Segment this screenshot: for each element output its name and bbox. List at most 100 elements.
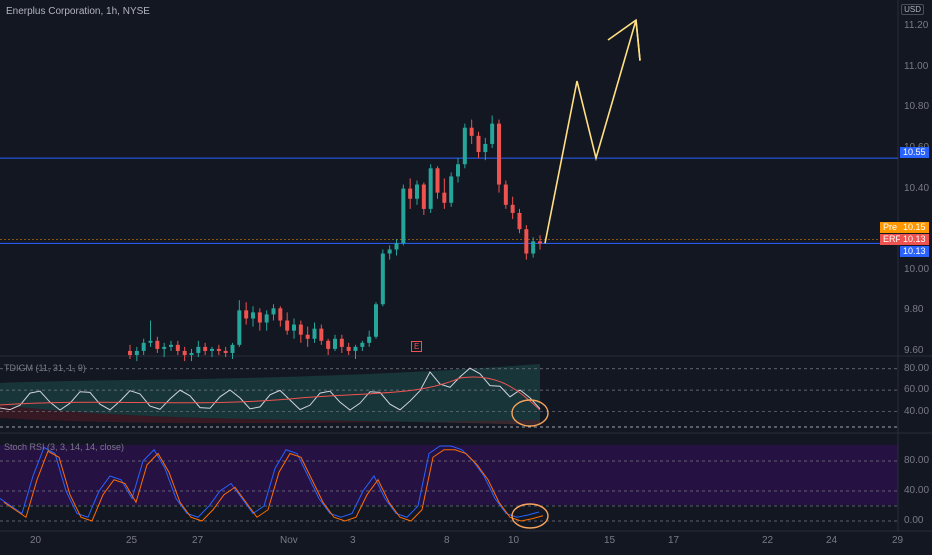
tdi-axis-label: 80.00 xyxy=(904,362,930,374)
candle-body xyxy=(374,304,378,337)
candle-body xyxy=(462,127,467,165)
candle-body xyxy=(216,348,221,351)
earnings-marker: E xyxy=(411,341,423,352)
candle-body xyxy=(531,241,536,254)
candle-body xyxy=(360,342,365,347)
price-tag-label: Pre xyxy=(880,222,901,233)
x-tick-label: 20 xyxy=(30,535,42,546)
projection-arrow xyxy=(544,19,641,244)
candle-body xyxy=(210,348,214,351)
candle-body xyxy=(353,346,358,351)
candle-body xyxy=(292,324,296,331)
price-tick-label: 11.20 xyxy=(904,20,929,32)
x-tick-label: 10 xyxy=(508,535,520,546)
stoch-d-line xyxy=(3,449,544,522)
candle-body xyxy=(524,229,529,254)
x-tick-label: 22 xyxy=(762,535,774,546)
candle-body xyxy=(237,310,242,345)
candle-body xyxy=(421,184,426,209)
candle-body xyxy=(319,328,324,341)
candle-body xyxy=(490,123,495,144)
candle-body xyxy=(175,344,180,351)
candle-body xyxy=(339,338,344,347)
candle-body xyxy=(155,340,160,349)
candle-body xyxy=(394,243,399,250)
price-tick-label: 10.40 xyxy=(904,182,930,194)
candle-body xyxy=(244,310,249,319)
candle-body xyxy=(189,352,194,355)
candle-body xyxy=(278,308,283,321)
price-tick-label: 10.00 xyxy=(904,263,930,275)
chart-title: Enerplus Corporation, 1h, NYSE xyxy=(6,6,150,17)
candle-body xyxy=(510,204,515,213)
tdi-title: TDIGM (11, 31, 1, 9) xyxy=(4,363,86,373)
candle-body xyxy=(203,346,208,351)
candle-body xyxy=(141,342,146,351)
candle-body xyxy=(271,308,276,315)
candle-body xyxy=(182,350,187,355)
candle-body xyxy=(264,314,269,323)
tdi-band-lower xyxy=(0,405,540,425)
x-tick-label: 27 xyxy=(192,535,204,546)
candle-body xyxy=(401,188,406,244)
tdi-price-line xyxy=(0,367,541,411)
projection-arrow-head xyxy=(607,18,641,61)
candle-body xyxy=(503,184,508,205)
candle-body xyxy=(497,123,501,185)
candle-body xyxy=(538,241,542,244)
candle-body xyxy=(380,253,385,305)
candle-body xyxy=(285,320,290,331)
x-tick-label: 3 xyxy=(350,535,356,546)
candle-body xyxy=(469,127,474,136)
price-tick-label: 10.80 xyxy=(904,101,930,113)
x-tick-label: 8 xyxy=(444,535,450,546)
stoch-k-line xyxy=(0,445,540,518)
candle-body xyxy=(312,328,317,339)
candle-body xyxy=(346,346,351,351)
candle-body xyxy=(476,135,481,153)
price-tag-value: 10.15 xyxy=(900,222,929,233)
candle-body xyxy=(169,344,173,347)
candle-body xyxy=(134,350,139,355)
tdi-highlight-circle xyxy=(511,399,549,427)
candle-body xyxy=(456,164,460,177)
x-tick-label: 29 xyxy=(892,535,904,546)
price-tag-label: ERF xyxy=(880,234,904,245)
candle-body xyxy=(483,143,488,153)
x-tick-label: Nov xyxy=(280,535,298,546)
candle-body xyxy=(428,168,433,209)
candle-body xyxy=(162,346,167,349)
price-tag-value: 10.55 xyxy=(900,147,929,158)
stoch-title: Stoch RSI (3, 3, 14, 14, close) xyxy=(4,442,125,452)
price-tag-value: 10.13 xyxy=(900,246,929,257)
candle-body xyxy=(223,350,228,353)
candle-body xyxy=(408,188,413,199)
candle-body xyxy=(442,192,447,203)
candle-body xyxy=(305,334,310,339)
price-tick-label: 9.60 xyxy=(904,344,924,356)
price-tag-value: 10.13 xyxy=(900,234,929,245)
price-tick-label: 9.80 xyxy=(904,304,924,316)
tdi-axis-label: 60.00 xyxy=(904,384,930,396)
candle-body xyxy=(387,249,392,254)
stoch-axis-label: 40.00 xyxy=(904,485,930,496)
x-tick-label: 24 xyxy=(826,535,838,546)
tdi-signal-line xyxy=(0,376,541,411)
price-tick-label: 11.00 xyxy=(904,60,929,72)
candle-body xyxy=(333,338,337,349)
stoch-highlight-circle xyxy=(511,503,549,529)
candle-body xyxy=(415,184,419,199)
candle-body xyxy=(435,168,440,193)
currency-badge[interactable]: USD xyxy=(901,4,924,15)
stoch-axis-label: 80.00 xyxy=(904,455,930,466)
candle-body xyxy=(196,346,201,353)
tdi-axis-label: 40.00 xyxy=(904,405,930,417)
x-tick-label: 17 xyxy=(668,535,680,546)
x-tick-label: 25 xyxy=(126,535,138,546)
candle-body xyxy=(517,212,522,230)
candle-body xyxy=(257,312,262,323)
candle-body xyxy=(326,340,331,349)
stoch-band xyxy=(0,445,898,505)
